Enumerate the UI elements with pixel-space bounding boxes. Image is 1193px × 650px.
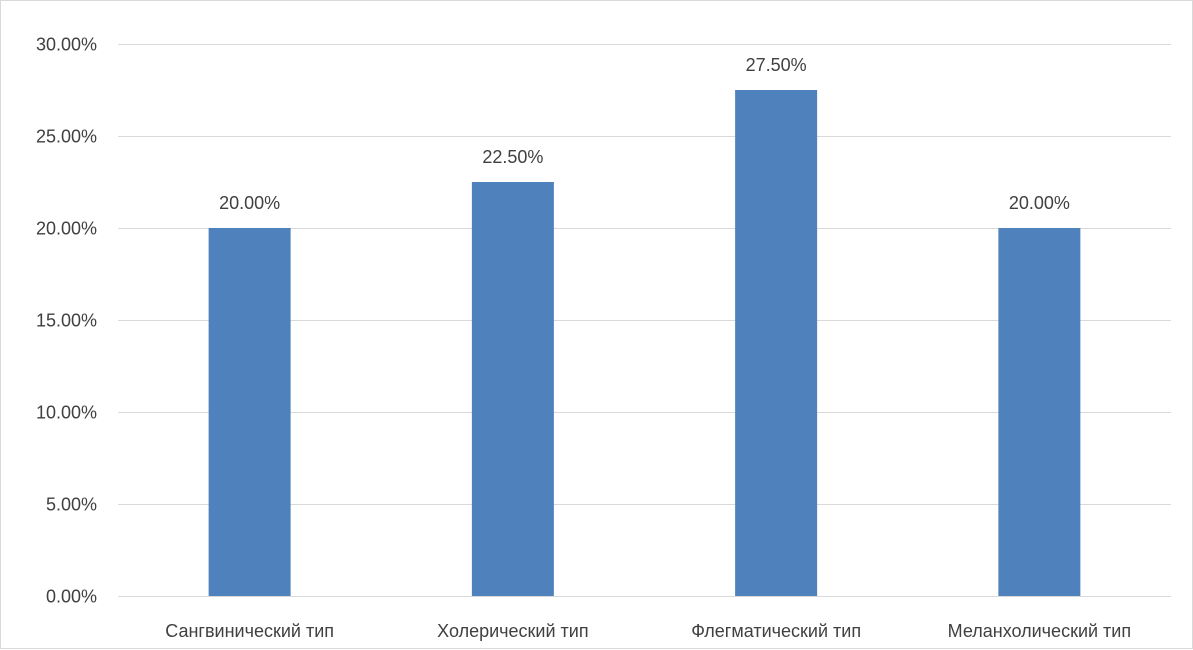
data-labels: 20.00% 22.50% 27.50% 20.00% bbox=[219, 55, 1070, 213]
x-axis-category-labels: Сангвинический тип Холерический тип Флегма… bbox=[165, 621, 1131, 641]
y-tick-label: 30.00% bbox=[36, 35, 97, 55]
bar bbox=[998, 228, 1081, 596]
y-axis-tick-labels: 0.00% 5.00% 10.00% 15.00% 20.00% 25.00% 30.00% bbox=[36, 35, 97, 607]
y-tick-label: 5.00% bbox=[46, 495, 97, 515]
data-label: 20.00% bbox=[1009, 193, 1070, 213]
y-tick-label: 20.00% bbox=[36, 219, 97, 239]
bars bbox=[208, 90, 1081, 596]
data-label: 22.50% bbox=[482, 147, 543, 167]
category-label: Флегматический тип bbox=[691, 621, 861, 641]
y-tick-label: 10.00% bbox=[36, 403, 97, 423]
y-tick-label: 0.00% bbox=[46, 587, 97, 607]
y-tick-label: 25.00% bbox=[36, 127, 97, 147]
category-label: Сангвинический тип bbox=[165, 621, 334, 641]
category-label: Холерический тип bbox=[437, 621, 588, 641]
bar bbox=[735, 90, 818, 596]
data-label: 20.00% bbox=[219, 193, 280, 213]
bar bbox=[208, 228, 291, 596]
category-label: Меланхолический тип bbox=[948, 621, 1131, 641]
data-label: 27.50% bbox=[746, 55, 807, 75]
y-tick-label: 15.00% bbox=[36, 311, 97, 331]
gridlines bbox=[118, 44, 1171, 597]
bar bbox=[471, 182, 554, 596]
